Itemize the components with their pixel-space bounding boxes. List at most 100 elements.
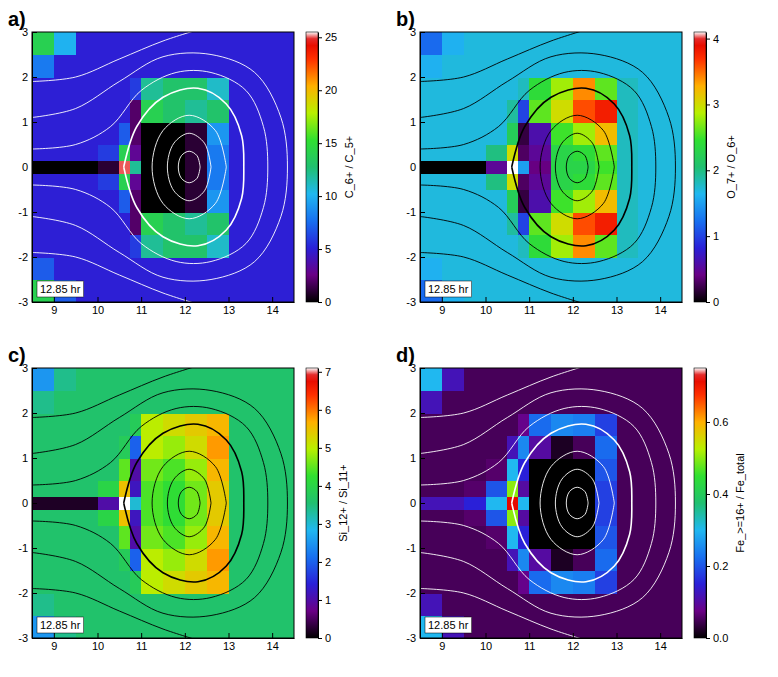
heatmap-cell — [442, 100, 464, 123]
heatmap-cell — [76, 55, 98, 78]
heatmap-cell — [76, 391, 98, 414]
heatmap-cell — [660, 481, 682, 497]
heatmap-cell — [130, 280, 141, 303]
heatmap-cell — [486, 55, 508, 78]
tick: -3 — [18, 632, 37, 644]
tick-mark — [318, 638, 322, 639]
tick-mark — [318, 249, 322, 250]
tick-label: -2 — [406, 251, 416, 263]
heatmap-cell — [595, 368, 617, 391]
heatmap-cell — [464, 160, 486, 174]
heatmap-cell — [163, 616, 185, 639]
heatmap-cell — [660, 391, 682, 414]
plot-frame — [420, 32, 682, 302]
tick-label: 13 — [223, 304, 235, 316]
heatmap-cell — [98, 616, 120, 639]
heatmap-cell — [442, 436, 464, 459]
tick-mark — [32, 548, 37, 549]
heatmap-cell — [486, 145, 508, 161]
heatmap-cell — [420, 32, 442, 55]
colorbar-title: O_7+ / O_6+ — [725, 135, 737, 199]
heatmap-cell — [617, 145, 639, 161]
tick-mark — [420, 122, 425, 123]
heatmap-cell — [32, 571, 54, 594]
heatmap-cell — [272, 77, 294, 100]
heatmap-cell — [660, 77, 682, 100]
tick-mark — [420, 638, 425, 639]
heatmap-cell — [518, 160, 529, 174]
heatmap-cell — [98, 496, 120, 510]
heatmap-cell — [442, 526, 464, 549]
heatmap-cell — [119, 368, 130, 391]
heatmap-cell — [98, 32, 120, 55]
heatmap-cell — [442, 413, 464, 436]
heatmap-cell — [76, 413, 98, 436]
heatmap-cell — [638, 616, 660, 639]
heatmap-cell — [119, 526, 130, 549]
tick-label: 14 — [267, 304, 279, 316]
heatmap-cell — [573, 32, 595, 55]
heatmap-cell — [130, 391, 141, 414]
heatmap-cell — [185, 55, 207, 78]
heatmap-cell — [54, 413, 76, 436]
tick-mark — [32, 638, 37, 639]
heatmap-cell — [486, 510, 508, 526]
x-axis-line — [421, 302, 683, 303]
heatmap-cell — [76, 145, 98, 161]
tick: 2 — [22, 407, 37, 419]
tick-label: 13 — [611, 304, 623, 316]
heatmap-cell — [98, 368, 120, 391]
tick: 12 — [179, 297, 191, 316]
heatmap-cell — [529, 100, 551, 123]
heatmap-cell — [185, 496, 207, 510]
heatmap-cell — [163, 174, 185, 190]
heatmap-cell — [442, 77, 464, 100]
heatmap-cell — [119, 190, 130, 213]
heatmap-cell — [420, 368, 442, 391]
tick-mark — [318, 448, 322, 449]
tick-label: 0 — [22, 161, 28, 173]
heatmap-cell — [518, 496, 529, 510]
tick-mark — [32, 368, 37, 369]
heatmap-cell — [551, 212, 573, 235]
tick-mark — [272, 633, 273, 638]
heatmap-cell — [54, 160, 76, 174]
tick: 0 — [706, 296, 719, 308]
heatmap-cell — [130, 458, 141, 481]
heatmap-cell — [529, 458, 551, 481]
heatmap-cell — [518, 77, 529, 100]
plot-area — [420, 368, 682, 638]
heatmap-cell — [507, 368, 518, 391]
heatmap-cell — [130, 481, 141, 497]
heatmap-cell — [185, 510, 207, 526]
heatmap-cell — [229, 280, 251, 303]
tick: 10 — [92, 633, 104, 652]
heatmap-cell — [163, 257, 185, 280]
heatmap-cell — [507, 526, 518, 549]
heatmap-cell — [250, 616, 272, 639]
field-line — [32, 389, 287, 617]
tick: 13 — [611, 633, 623, 652]
tick: 10 — [318, 190, 337, 202]
heatmap-cell — [551, 160, 573, 174]
tick-mark — [420, 503, 425, 504]
heatmap-cell — [529, 32, 551, 55]
heatmap-cell — [420, 235, 442, 258]
heatmap-cell — [130, 526, 141, 549]
heatmap-cell — [442, 257, 464, 280]
tick: -2 — [406, 587, 425, 599]
heatmap-cell — [617, 593, 639, 616]
heatmap-cell — [163, 413, 185, 436]
tick-mark — [660, 297, 661, 302]
heatmap-cell — [638, 510, 660, 526]
heatmap-cell — [119, 458, 130, 481]
tick: 10 — [480, 297, 492, 316]
heatmap-cell — [229, 368, 251, 391]
field-line — [540, 115, 614, 219]
colorbar-title: C_6+ / C_5+ — [343, 136, 355, 198]
heatmap-cell — [229, 145, 251, 161]
heatmap-cell — [573, 160, 595, 174]
heatmap-cell — [250, 391, 272, 414]
tick-mark — [185, 633, 186, 638]
heatmap-cell — [617, 368, 639, 391]
